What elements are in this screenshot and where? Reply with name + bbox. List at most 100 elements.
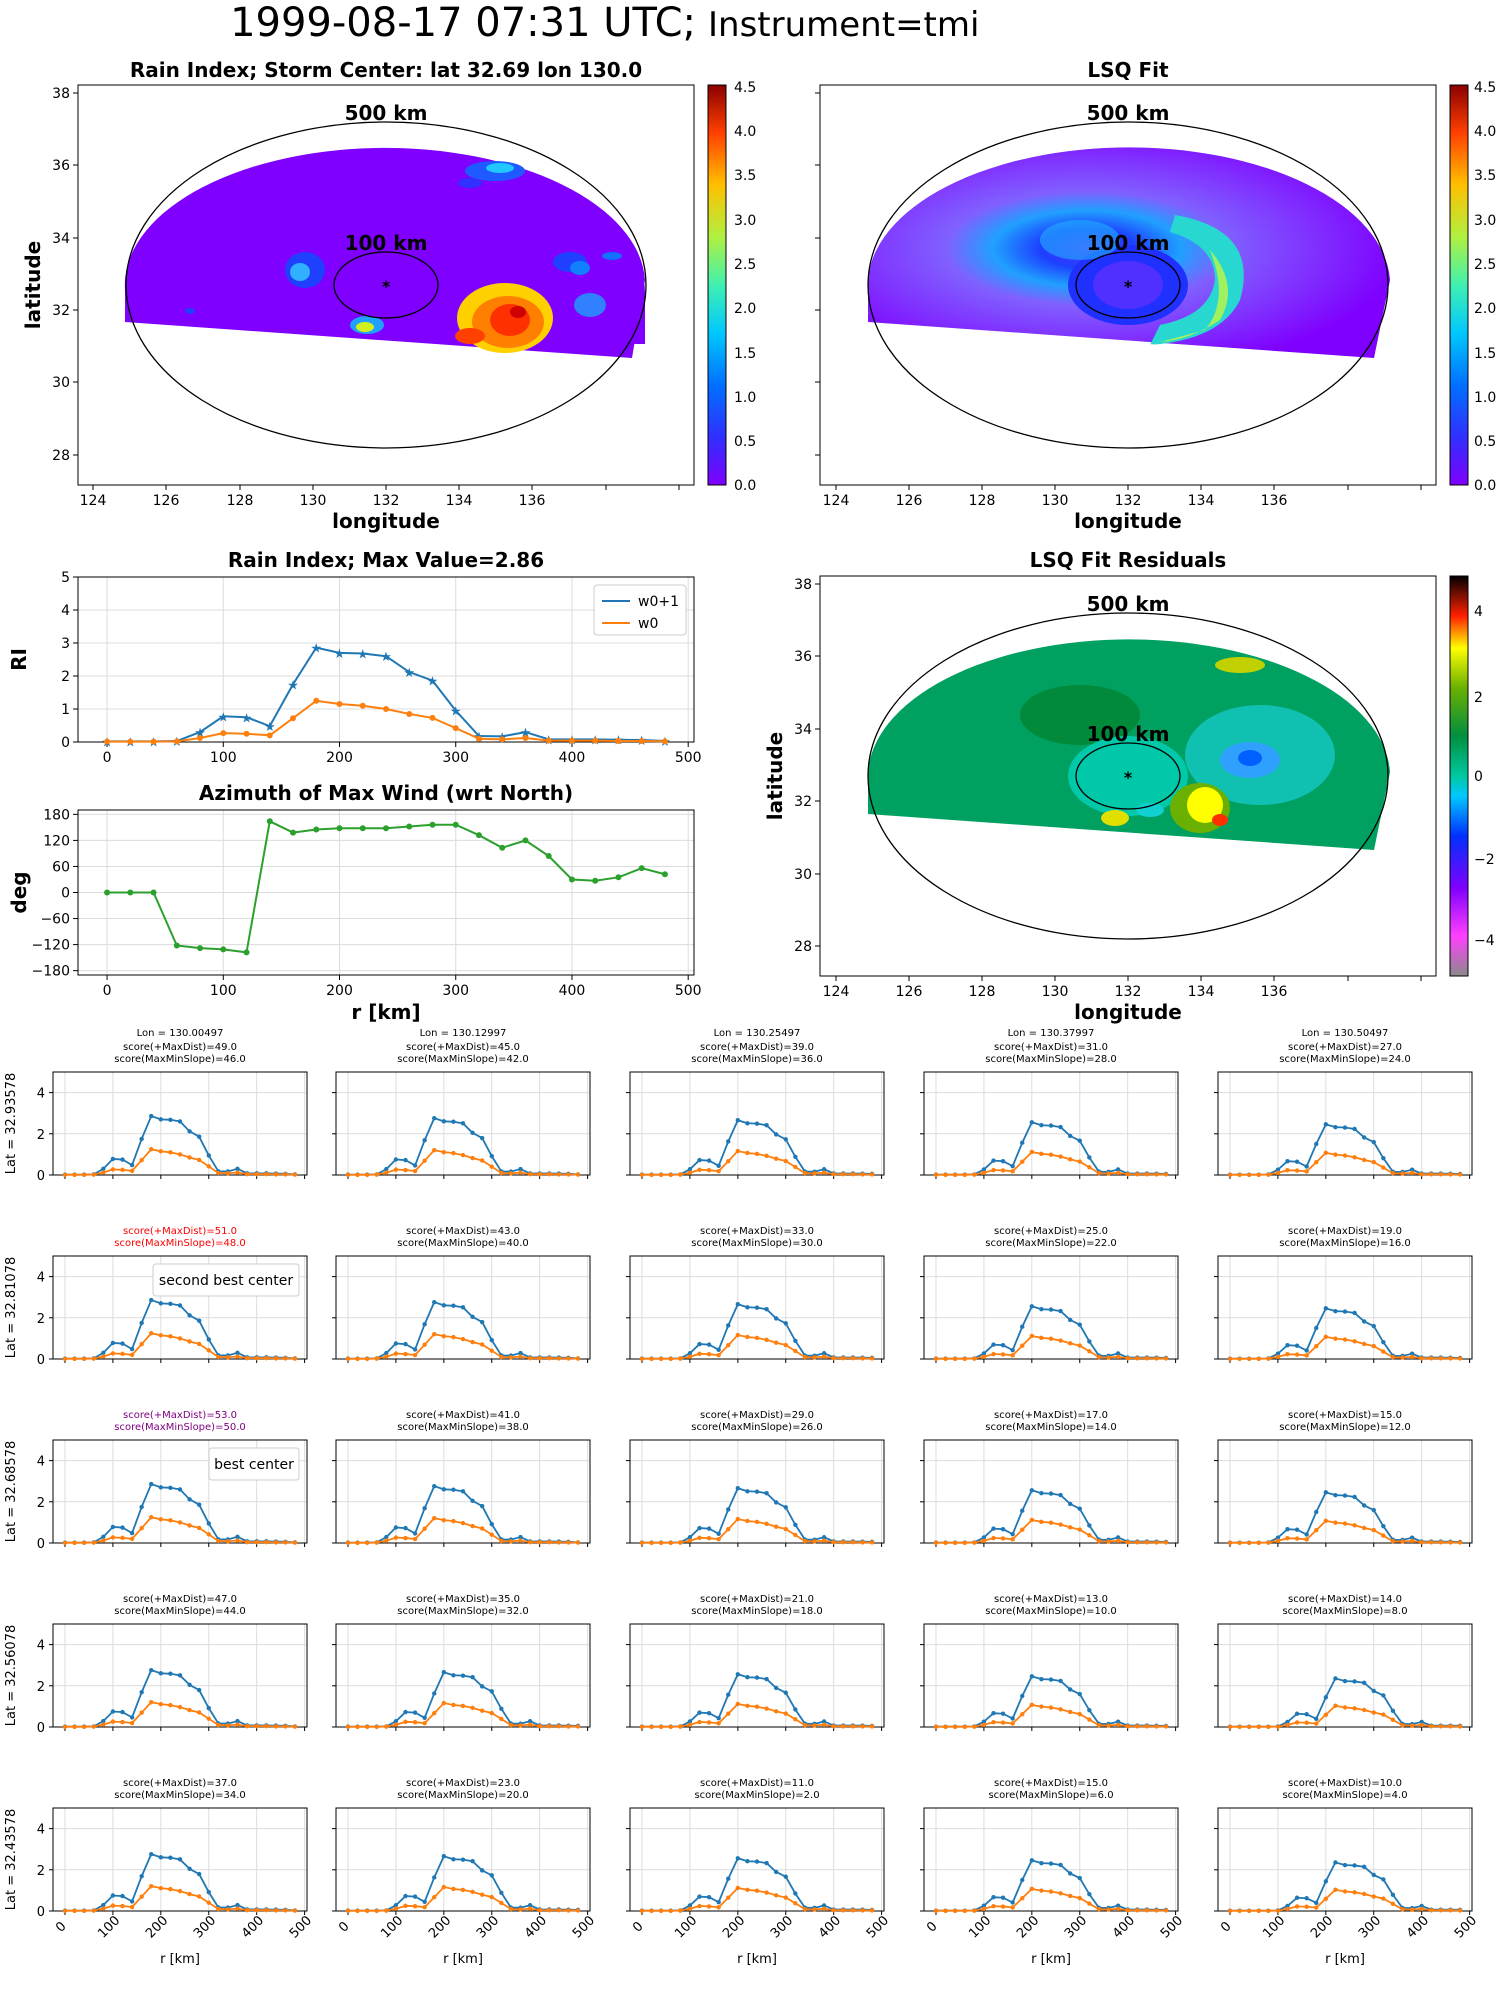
subplot-point [101,1902,106,1908]
subplot-series-line [641,1119,873,1176]
subplot-point [649,1172,654,1178]
subplot-point [1333,1676,1338,1681]
subplot-point [235,1906,240,1911]
subplot-point [547,1172,552,1177]
subplot-point [177,1152,183,1157]
subplot-point [1000,1895,1006,1900]
subplot-point [537,1540,542,1545]
subplot-axes [52,1623,308,1728]
x-tick-label: 200 [326,750,353,766]
subplot-point [196,1871,202,1877]
score-maxdist: score(+MaxDist)=25.0 [994,1226,1108,1237]
subplot-point [527,1722,533,1727]
subplot-point [1000,1158,1006,1164]
subplot-point [783,1505,788,1510]
subplot-point [206,1153,211,1158]
subplot-point [1010,1531,1015,1537]
line-charts: Rain Index; Max Value=2.860 100 200 300 400 5… [7,548,702,1024]
subplot-point [566,1908,571,1913]
subplot-point [403,1157,408,1163]
subplot-point [793,1164,798,1170]
subplot-point [537,1908,542,1913]
subplot-point [1227,1172,1233,1178]
subplot-r4-c3: score(+MaxDist)=15.0score(MaxMinSlope)=6… [920,1778,1186,1967]
subplot-point [374,1540,379,1545]
subplot-axes [1217,1807,1473,1912]
subplot-point [441,1119,447,1124]
score-maxdist: score(+MaxDist)=21.0 [700,1594,814,1605]
subplot-point [678,1540,683,1545]
subplot-axes [335,1071,591,1176]
subplot-point [139,1525,144,1531]
lat-label: Lat = 32.43578 [4,1809,19,1911]
subplot-point [393,1719,399,1724]
subplot-point [678,1356,683,1361]
subplot-point [1048,1861,1054,1866]
data-point: ★ [357,648,369,663]
subplot-point [1096,1723,1102,1728]
subplot-point [499,1706,504,1711]
lon-label: Lon = 130.25497 [714,1028,801,1039]
svg-text:132: 132 [1115,984,1142,1000]
x-tick-label: 300 [191,1913,219,1941]
subplot-point [972,1172,977,1177]
score-maxdist: score(+MaxDist)=39.0 [700,1042,814,1053]
subplot-point [1400,1907,1405,1912]
subplot-point [1246,1172,1252,1178]
data-point [406,823,413,830]
subplot-point [177,1704,183,1710]
data-point [615,738,622,745]
subplot-point [1323,1695,1329,1700]
subplot-point [479,1503,485,1509]
subplot-point [1390,1717,1396,1723]
subplot-point [821,1906,827,1911]
subplot-point [726,1895,731,1900]
subplot-point [716,1352,721,1358]
x-tick-label: 400 [816,1913,844,1941]
subplot-point [206,1348,211,1353]
subplot-point [1285,1906,1290,1912]
subplot-point [933,1724,939,1730]
subplot-point [206,1532,211,1537]
subplot-point [726,1159,731,1164]
subplot-point [1352,1890,1357,1895]
subplot-point [235,1350,240,1356]
map-fit-colorbar [1449,84,1469,486]
subplot-point [773,1500,779,1505]
subplot-point [726,1323,731,1328]
subplot-point [91,1172,96,1177]
subplot-r0-c0: Lon = 130.00497 score(+MaxDist)=49.0score… [4,1028,308,1184]
subplot-point [168,1671,173,1676]
subplot-point [1029,1517,1035,1523]
subplot-point [991,1894,996,1900]
subplot-point [1342,1678,1348,1684]
subplot-point [1067,1157,1073,1162]
subplot-point [1058,1492,1063,1498]
svg-text:2.5: 2.5 [734,257,756,273]
data-point [220,730,227,737]
subplot-point [745,1887,750,1892]
subplot-point [1342,1493,1348,1498]
subplot-point [412,1163,418,1168]
subplot-point [1409,1170,1415,1176]
data-point: ★ [241,711,253,726]
subplot-point [981,1906,987,1912]
subplot-point [432,1299,437,1305]
score-maxminslope: score(MaxMinSlope)=18.0 [691,1606,822,1617]
subplot-point [158,1885,164,1891]
subplot-point [1237,1356,1242,1362]
subplot-point [1419,1172,1424,1177]
subplot-point [1323,1896,1329,1901]
subplot-point [802,1170,808,1176]
subplot-point [460,1336,466,1342]
subplot-point [547,1356,552,1361]
subplot-point [678,1908,683,1913]
score-maxminslope: score(MaxMinSlope)=50.0 [114,1422,245,1433]
subplot-point [499,1890,504,1895]
score-maxminslope: score(MaxMinSlope)=48.0 [114,1238,245,1249]
subplot-point [1390,1892,1396,1898]
svg-text:4.5: 4.5 [1474,80,1496,96]
subplot-point [1381,1877,1386,1882]
data-point [452,821,459,828]
subplot-point [547,1540,552,1545]
